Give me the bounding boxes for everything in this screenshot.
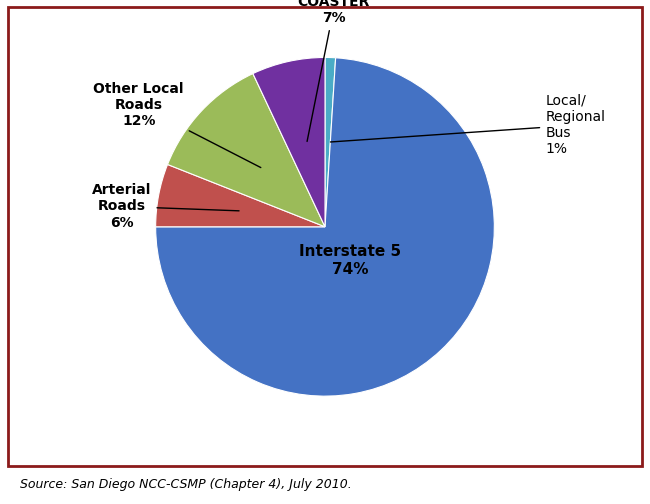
Text: Arterial
Roads
6%: Arterial Roads 6% [92,183,239,230]
Wedge shape [253,57,325,227]
Text: Local/
Regional
Bus
1%: Local/ Regional Bus 1% [330,94,605,157]
Text: Source: San Diego NCC-CSMP (Chapter 4), July 2010.: Source: San Diego NCC-CSMP (Chapter 4), … [20,478,351,491]
Text: Other Local
Roads
12%: Other Local Roads 12% [94,82,261,167]
Wedge shape [325,57,335,227]
Wedge shape [155,58,495,396]
Wedge shape [168,74,325,227]
Text: COASTER
7%: COASTER 7% [297,0,370,142]
Text: Interstate 5
74%: Interstate 5 74% [300,244,402,277]
Wedge shape [155,164,325,227]
